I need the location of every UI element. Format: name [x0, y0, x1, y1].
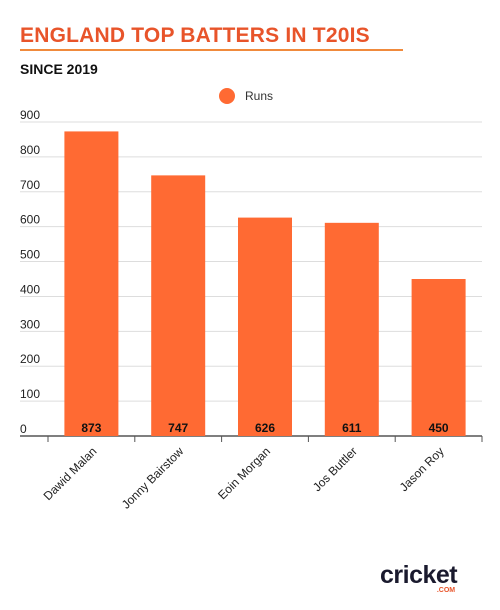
brand-wordmark: cricket	[380, 561, 458, 589]
bar	[238, 217, 292, 436]
y-tick-label: 700	[20, 178, 40, 192]
legend: Runs	[219, 88, 273, 104]
y-tick-label: 600	[20, 213, 40, 227]
bar-value-label: 626	[255, 421, 275, 435]
chart-title: ENGLAND TOP BATTERS IN T20IS	[20, 24, 370, 47]
x-tick-label: Jason Roy	[397, 444, 447, 494]
y-tick-label: 100	[20, 387, 40, 401]
brand-suffix: .COM	[436, 587, 456, 594]
bar	[64, 131, 119, 437]
y-tick-label: 900	[20, 108, 40, 122]
bar-value-label: 873	[81, 421, 101, 435]
legend-swatch	[219, 88, 235, 104]
bar	[411, 279, 466, 436]
y-tick-label: 500	[20, 248, 40, 262]
chart-subtitle: SINCE 2019	[20, 61, 98, 77]
bar-value-label: 450	[429, 421, 449, 435]
x-tick-label: Eoin Morgan	[215, 444, 273, 502]
x-tick-label: Jonny Bairstow	[119, 444, 187, 512]
y-tick-label: 300	[20, 317, 40, 331]
brand-logo: cricket .COM	[380, 561, 458, 595]
title-underline	[20, 49, 403, 51]
y-tick-label: 200	[20, 352, 40, 366]
y-tick-label: 0	[20, 422, 27, 436]
bar-value-label: 747	[168, 421, 188, 435]
bar	[324, 222, 379, 436]
y-tick-label: 800	[20, 143, 40, 157]
x-tick-label: Jos Buttler	[310, 444, 360, 494]
y-tick-label: 400	[20, 282, 40, 296]
x-tick-label: Dawid Malan	[41, 444, 100, 503]
legend-label-runs: Runs	[245, 89, 274, 103]
bar	[151, 175, 206, 436]
bar-value-label: 611	[342, 421, 362, 435]
